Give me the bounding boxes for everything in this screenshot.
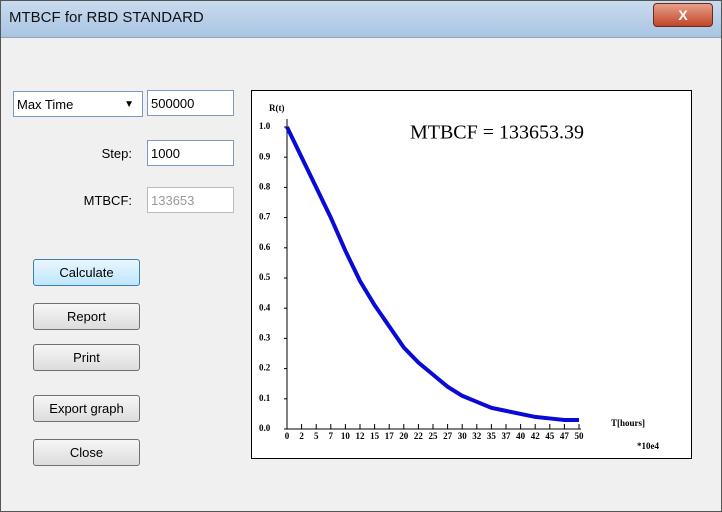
- x-tick-label: 47: [560, 431, 570, 441]
- x-tick-label: 45: [545, 431, 555, 441]
- action-button[interactable]: Print: [33, 344, 140, 371]
- x-tick-label: 30: [458, 431, 468, 441]
- x-tick-label: 15: [370, 431, 380, 441]
- action-button[interactable]: Export graph: [33, 395, 140, 422]
- y-tick-label: 0.2: [259, 363, 271, 373]
- x-axis-note: *10e4: [637, 441, 659, 451]
- y-tick-label: 0.8: [259, 181, 271, 191]
- x-axis-label: T[hours]: [611, 418, 645, 428]
- y-tick-label: 0.1: [259, 393, 271, 403]
- action-button[interactable]: Report: [33, 303, 140, 330]
- y-tick-label: 0.7: [259, 212, 271, 222]
- y-tick-label: 0.3: [259, 332, 271, 342]
- x-tick-label: 12: [356, 431, 366, 441]
- mode-value: Max Time: [17, 97, 74, 112]
- reliability-curve: [285, 126, 579, 422]
- x-tick-label: 5: [314, 431, 319, 441]
- dropdown-arrow: ▼: [124, 99, 134, 110]
- x-tick-label: 27: [443, 431, 453, 441]
- action-button[interactable]: Close: [33, 439, 140, 466]
- chart-annotation: MTBCF = 133653.39: [410, 122, 584, 144]
- action-button[interactable]: Calculate: [33, 259, 140, 286]
- x-tick-label: 2: [299, 431, 304, 441]
- y-tick-label: 1.0: [259, 121, 271, 131]
- title-bar: MTBCF for RBD STANDARD X: [1, 1, 721, 38]
- x-tick-label: 25: [429, 431, 439, 441]
- close-button[interactable]: X: [653, 3, 713, 27]
- x-tick-label: 17: [385, 431, 395, 441]
- mtbcf-label: MTBCF:: [83, 193, 132, 208]
- x-tick-label: 20: [399, 431, 409, 441]
- x-tick-label: 42: [531, 431, 541, 441]
- y-tick-label: 0.5: [259, 272, 271, 282]
- max-time-input[interactable]: 500000: [147, 90, 234, 116]
- step-label: Step:: [101, 146, 132, 161]
- y-tick-label: 0.6: [259, 242, 271, 252]
- x-tick-label: 37: [502, 431, 512, 441]
- y-tick-label: 0.4: [259, 302, 271, 312]
- window-title: MTBCF for RBD STANDARD: [9, 9, 204, 26]
- x-tick-label: 40: [516, 431, 526, 441]
- x-tick-label: 10: [341, 431, 351, 441]
- x-tick-label: 32: [472, 431, 482, 441]
- mtbcf-output: 133653: [147, 187, 234, 213]
- y-tick-label: 0.9: [259, 151, 271, 161]
- x-tick-label: 22: [414, 431, 424, 441]
- mode-dropdown[interactable]: Max Time ▼: [13, 91, 143, 117]
- x-tick-label: 35: [487, 431, 497, 441]
- y-axis-label: R(t): [269, 103, 285, 113]
- x-tick-label: 7: [329, 431, 334, 441]
- x-tick-label: 0: [285, 431, 290, 441]
- step-input[interactable]: 1000: [147, 140, 234, 166]
- y-tick-label: 0.0: [259, 423, 271, 433]
- x-tick-label: 50: [575, 431, 585, 441]
